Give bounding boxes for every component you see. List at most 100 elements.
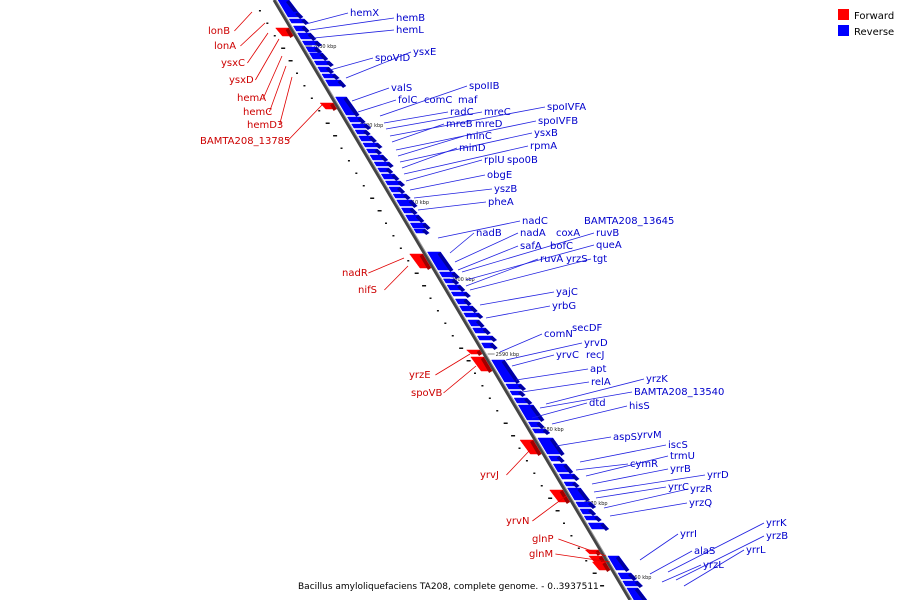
- gene-block-shade: [295, 12, 304, 19]
- minor-tick: [533, 472, 536, 474]
- leader-line: [479, 291, 555, 306]
- reverse-gene-label-hemx: hemX: [350, 8, 379, 19]
- leader-line: [385, 111, 483, 130]
- forward-gene-label-lona: lonA: [214, 41, 236, 52]
- minor-tick: [585, 560, 588, 562]
- reverse-gene-label-ruvb: ruvB: [596, 228, 619, 239]
- reverse-gene-label-rela: relA: [591, 377, 611, 388]
- reverse-gene-label-recj: recJ: [586, 350, 605, 361]
- minor-tick: [281, 47, 286, 49]
- gene-block-shade: [451, 279, 459, 285]
- reverse-gene-label-apt: apt: [590, 364, 606, 375]
- reverse-gene-label-comn: comN: [544, 329, 573, 340]
- reverse-gene-label-spoivfb: spoIVFB: [538, 116, 578, 127]
- forward-gene-label-yrvj: yrvJ: [480, 470, 499, 481]
- reverse-gene-label-maf: maf: [458, 95, 478, 106]
- minor-tick: [288, 60, 293, 62]
- gene-block-shade: [615, 556, 630, 572]
- minor-tick: [562, 522, 565, 524]
- minor-tick: [451, 335, 454, 337]
- leader-line: [395, 120, 537, 151]
- reverse-gene-label-mred: mreD: [475, 119, 503, 130]
- reverse-gene-label-yrri: yrrI: [680, 529, 697, 540]
- reverse-gene-label-yajc: yajC: [556, 287, 578, 298]
- leader-line: [263, 55, 283, 99]
- minor-tick: [340, 147, 343, 149]
- genome-caption: Bacillus amyloliquefaciens TA208, comple…: [298, 582, 599, 592]
- leader-line: [639, 533, 679, 561]
- minor-tick: [325, 122, 330, 124]
- reverse-gene-label-hemb: hemB: [396, 13, 425, 24]
- minor-tick: [370, 197, 375, 199]
- leader-line: [435, 353, 471, 376]
- minor-tick: [333, 135, 338, 137]
- reverse-gene-label-yrbg: yrbG: [552, 301, 576, 312]
- gene-block-shade: [517, 384, 526, 391]
- reverse-gene-label-safa: safA: [520, 241, 542, 252]
- minor-tick: [385, 222, 388, 224]
- reverse-gene-label-asps: aspS: [613, 432, 637, 443]
- forward-gene-label-nadr: nadR: [342, 268, 368, 279]
- reverse-gene-label-yrrb: yrrB: [670, 464, 691, 475]
- gene-features: [275, 0, 648, 600]
- gene-block-shade: [363, 124, 371, 130]
- leader-line: [279, 76, 293, 126]
- leader-line: [405, 159, 483, 182]
- gene-block-shade: [451, 272, 460, 279]
- leader-line: [603, 488, 689, 509]
- leader-line: [532, 495, 567, 522]
- gene-block-shade: [419, 254, 432, 270]
- forward-gene-label-nifs: nifS: [358, 285, 377, 296]
- reverse-gene-label-yszb: yszB: [494, 184, 517, 195]
- reverse-gene-label-spovid: spoVID: [375, 53, 410, 64]
- reverse-gene-label-rplu: rplU: [484, 155, 505, 166]
- reverse-gene-label-spoiib: spoIIB: [469, 81, 500, 92]
- gene-block-shade: [286, 0, 299, 14]
- gene-block-shade: [307, 33, 317, 41]
- legend-reverse-swatch: [838, 25, 849, 36]
- leader-line: [305, 12, 349, 25]
- leader-line: [454, 232, 519, 263]
- leader-line: [531, 402, 588, 419]
- minor-tick: [377, 210, 382, 212]
- reverse-gene-label-dtd: dtd: [589, 398, 606, 409]
- leader-line: [649, 550, 693, 575]
- leader-line: [417, 201, 487, 211]
- minor-tick: [444, 322, 447, 324]
- minor-tick: [600, 585, 605, 587]
- gene-block-shade: [368, 136, 377, 143]
- legend-reverse-label: Reverse: [854, 27, 894, 38]
- reverse-gene-label-minc: minC: [466, 131, 492, 142]
- minor-tick: [548, 497, 553, 499]
- scale-tick-label: 2600 kbp: [451, 277, 475, 283]
- gene-block-shade: [489, 343, 498, 350]
- gene-block-shade: [489, 336, 497, 342]
- minor-tick: [555, 510, 560, 512]
- gene-block-shade: [587, 502, 596, 509]
- gene-block-shade: [476, 350, 483, 356]
- gene-block-shade: [301, 26, 310, 33]
- reverse-gene-label-yrrk: yrrK: [766, 518, 787, 529]
- gene-labels: lonB lonA ysxC ysxD hemA hemC hemD3 BAMTA208_13…: [200, 8, 788, 571]
- leader-line: [555, 436, 612, 447]
- leader-line: [469, 258, 592, 291]
- forward-gene-label-yrvn: yrvN: [506, 516, 529, 527]
- gene-block-shade: [396, 187, 405, 194]
- genome-backbone: [272, 0, 633, 600]
- gene-block-shade: [457, 285, 466, 292]
- reverse-gene-label-yrzs: yrzS: [566, 254, 588, 265]
- forward-gene-label-hemd3: hemD3: [247, 120, 283, 131]
- leader-line: [511, 354, 555, 367]
- leader-line: [247, 32, 269, 64]
- leader-line: [391, 123, 445, 143]
- leader-line: [591, 468, 669, 485]
- reverse-gene-label-comc: comC: [424, 95, 452, 106]
- reverse-gene-label-heml: hemL: [396, 25, 424, 36]
- leader-line: [269, 65, 287, 113]
- leader-line: [465, 258, 539, 287]
- reverse-gene-label-yrzk: yrzK: [646, 374, 668, 385]
- minor-tick: [303, 85, 306, 87]
- scale-tick-label: 2580 kbp: [540, 427, 564, 433]
- scale-tick-label: 2570 kbp: [584, 501, 608, 507]
